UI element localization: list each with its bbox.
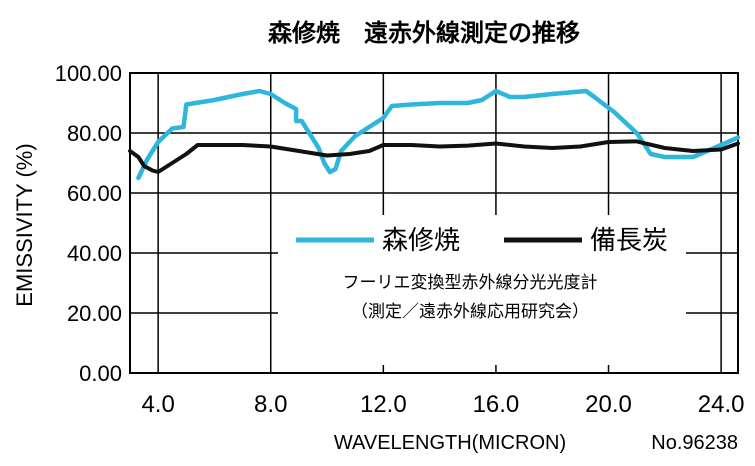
y-axis-ticks: 0.00 20.00 40.00 60.00 80.00 100.00 [55,61,122,386]
figure-number: No.96238 [651,432,738,454]
annotation-source: （測定／遠赤外線応用研究会） [351,302,589,322]
series-layer [128,88,741,181]
legend-label-binchotan: 備長炭 [590,226,668,256]
x-axis-label: WAVELENGTH(MICRON) [334,432,566,454]
y-tick-label: 20.00 [67,301,122,326]
y-tick-label: 0.00 [79,361,122,386]
y-tick-label: 40.00 [67,241,122,266]
series-line-moriseki [136,88,741,181]
legend: 森修焼 備長炭 [296,226,668,256]
annotation-instrument: フーリエ変換型赤外線分光光度計 [343,273,598,293]
x-tick-label: 12.0 [360,391,407,418]
legend-label-moriseki: 森修焼 [382,226,460,256]
x-tick-label: 4.0 [141,391,174,418]
y-axis-label: EMISSIVITY (%) [12,143,37,306]
y-tick-label: 80.00 [67,121,122,146]
x-tick-label: 20.0 [585,391,632,418]
chart-title: 森修焼 遠赤外線測定の推移 [268,19,580,47]
series-line-binchotan [128,139,740,174]
x-tick-label: 16.0 [473,391,520,418]
x-axis-ticks: 4.0 8.0 12.0 16.0 20.0 24.0 [141,391,744,418]
y-tick-label: 60.00 [67,181,122,206]
x-tick-label: 8.0 [254,391,287,418]
y-tick-label: 100.00 [55,61,122,86]
plot-frame [129,72,739,374]
x-tick-label: 24.0 [698,391,745,418]
